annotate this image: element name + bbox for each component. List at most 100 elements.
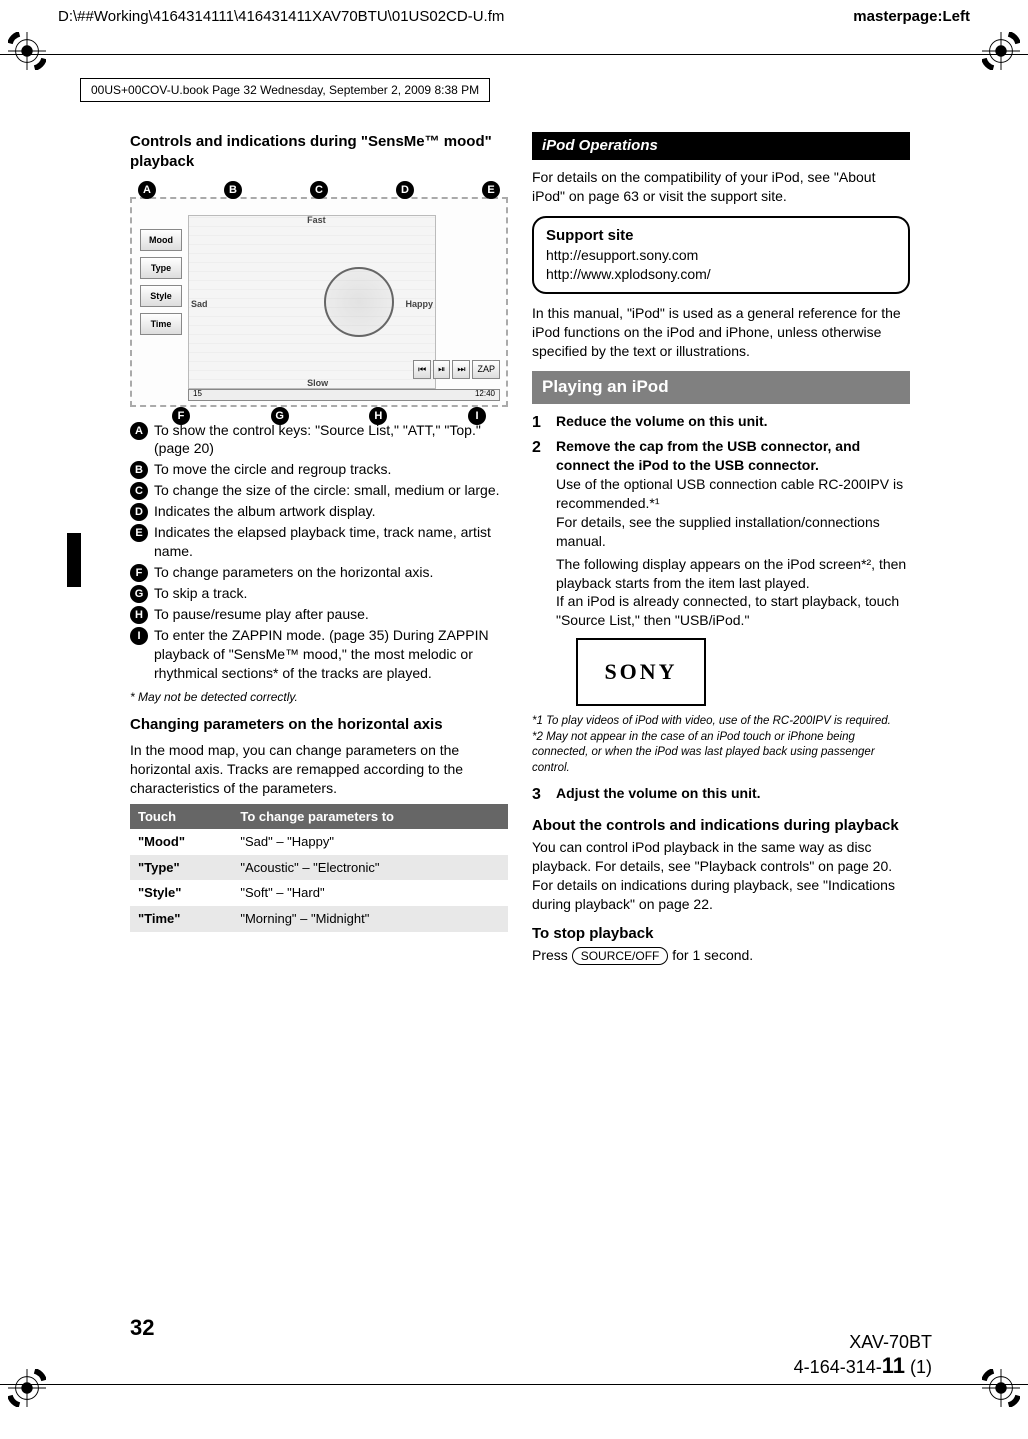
- crop-line: [0, 1384, 1028, 1385]
- page-root: D:\##Working\4164314111\416431411XAV70BT…: [0, 0, 1028, 1439]
- step-3: 3 Adjust the volume on this unit.: [532, 784, 910, 806]
- mood-circle[interactable]: [324, 267, 394, 337]
- style-button[interactable]: Style: [140, 285, 182, 307]
- prev-button[interactable]: ⏮: [413, 360, 431, 378]
- step-number: 3: [532, 784, 548, 806]
- type-button[interactable]: Type: [140, 257, 182, 279]
- registration-mark-icon: [982, 32, 1020, 70]
- callout-h: H: [369, 407, 387, 425]
- play-pause-button[interactable]: ⏯: [433, 360, 450, 378]
- diagram-side-buttons: Mood Type Style Time: [140, 229, 182, 336]
- track-time: 12:40: [475, 389, 495, 400]
- left-column: Controls and indications during "SensMe™…: [130, 132, 508, 971]
- table-cell: "Mood": [130, 829, 232, 855]
- table-row: "Style""Soft" – "Hard": [130, 880, 508, 906]
- table-row: "Time""Morning" – "Midnight": [130, 906, 508, 932]
- stop-suffix: for 1 second.: [668, 947, 753, 963]
- callout-text: Indicates the album artwork display.: [154, 502, 376, 521]
- callout-text: To skip a track.: [154, 584, 247, 603]
- table-cell: "Sad" – "Happy": [232, 829, 508, 855]
- source-off-key: SOURCE/OFF: [572, 947, 669, 965]
- callout-item: B To move the circle and regroup tracks.: [130, 460, 508, 479]
- callout-letter: D: [130, 503, 148, 521]
- table-row: "Type""Acoustic" – "Electronic": [130, 855, 508, 881]
- registration-mark-icon: [982, 1369, 1020, 1407]
- table-header-row: Touch To change parameters to: [130, 804, 508, 830]
- table-cell: "Morning" – "Midnight": [232, 906, 508, 932]
- callout-text: To pause/resume play after pause.: [154, 605, 369, 624]
- table-row: "Mood""Sad" – "Happy": [130, 829, 508, 855]
- book-page-info: 00US+00COV-U.book Page 32 Wednesday, Sep…: [80, 78, 490, 102]
- callout-f: F: [172, 407, 190, 425]
- part-suffix: (1): [905, 1357, 932, 1377]
- callout-item: HTo pause/resume play after pause.: [130, 605, 508, 624]
- step-item: 1Reduce the volume on this unit.: [532, 412, 910, 434]
- callout-a: A: [138, 181, 156, 199]
- diagram-top-labels: A B C D E: [132, 181, 506, 199]
- support-title: Support site: [546, 226, 896, 246]
- table-header: Touch: [130, 804, 232, 830]
- page-number: 32: [130, 1315, 154, 1341]
- step-number: 2: [532, 437, 548, 550]
- callout-letter: E: [130, 524, 148, 542]
- stop-prefix: Press: [532, 947, 572, 963]
- callout-text: To enter the ZAPPIN mode. (page 35) Duri…: [154, 626, 508, 683]
- callout-letter: G: [130, 585, 148, 603]
- axis-label-sad: Sad: [191, 298, 208, 310]
- table-cell: "Soft" – "Hard": [232, 880, 508, 906]
- callout-i: I: [468, 407, 486, 425]
- next-button[interactable]: ⏭: [452, 360, 470, 378]
- mood-diagram: A B C D E Mood Type Style Time Fast Slow…: [130, 197, 508, 407]
- stop-playback-body: Press SOURCE/OFF for 1 second.: [532, 946, 910, 965]
- callout-letter: B: [130, 461, 148, 479]
- playing-ipod-heading: Playing an iPod: [532, 371, 910, 404]
- model-name: XAV-70BT: [794, 1332, 932, 1353]
- step-body: Remove the cap from the USB connector, a…: [556, 437, 910, 550]
- callout-text: Indicates the elapsed playback time, tra…: [154, 523, 508, 561]
- params-intro: In the mood map, you can change paramete…: [130, 741, 508, 798]
- support-url-1: http://esupport.sony.com: [546, 246, 896, 265]
- mood-button[interactable]: Mood: [140, 229, 182, 251]
- step-lead: Adjust the volume on this unit.: [556, 785, 761, 801]
- callout-text: To change parameters on the horizontal a…: [154, 563, 433, 582]
- table-cell: "Style": [130, 880, 232, 906]
- callout-text: To move the circle and regroup tracks.: [154, 460, 391, 479]
- diagram-bottom-labels: F G H I: [132, 407, 506, 425]
- controls-heading: Controls and indications during "SensMe™…: [130, 132, 508, 173]
- callout-c: C: [310, 181, 328, 199]
- axis-label-happy: Happy: [405, 298, 433, 310]
- callout-letter: F: [130, 564, 148, 582]
- axis-label-fast: Fast: [307, 214, 326, 226]
- sony-logo-text: SONY: [604, 657, 677, 687]
- callout-item: D Indicates the album artwork display.: [130, 502, 508, 521]
- step-lead: Remove the cap from the USB connector, a…: [556, 437, 910, 475]
- step-item: The following display appears on the iPo…: [532, 555, 910, 631]
- table-cell: "Acoustic" – "Electronic": [232, 855, 508, 881]
- table-cell: "Time": [130, 906, 232, 932]
- part-number: 4-164-314-11 (1): [794, 1353, 932, 1379]
- callout-e: E: [482, 181, 500, 199]
- callout-letter: I: [130, 627, 148, 645]
- table-header: To change parameters to: [232, 804, 508, 830]
- callout-item: F To change parameters on the horizontal …: [130, 563, 508, 582]
- zap-button[interactable]: ZAP: [472, 360, 500, 378]
- steps-list: 1Reduce the volume on this unit. 2Remove …: [532, 412, 910, 631]
- small-notes: *1 To play videos of iPod with video, us…: [532, 714, 910, 776]
- stop-playback-heading: To stop playback: [532, 924, 910, 944]
- step-number: [532, 555, 548, 631]
- track-number: 15: [193, 389, 202, 400]
- right-column: iPod Operations For details on the compa…: [532, 132, 910, 971]
- mood-map[interactable]: Fast Slow Sad Happy: [188, 215, 436, 389]
- step-body: The following display appears on the iPo…: [556, 555, 910, 631]
- crop-line: [0, 54, 1028, 55]
- callout-list: ATo show the control keys: "Source List,…: [130, 421, 508, 683]
- support-url-2: http://www.xplodsony.com/: [546, 265, 896, 284]
- footer-right: XAV-70BT 4-164-314-11 (1): [794, 1332, 932, 1379]
- time-button[interactable]: Time: [140, 313, 182, 335]
- ipod-general-note: In this manual, "iPod" is used as a gene…: [532, 304, 910, 361]
- step-lead: Reduce the volume on this unit.: [556, 412, 768, 431]
- callout-item: E Indicates the elapsed playback time, tr…: [130, 523, 508, 561]
- step-item: 2Remove the cap from the USB connector, …: [532, 437, 910, 550]
- callout-text: To show the control keys: "Source List,"…: [154, 421, 508, 459]
- part-prefix: 4-164-314-: [794, 1357, 882, 1377]
